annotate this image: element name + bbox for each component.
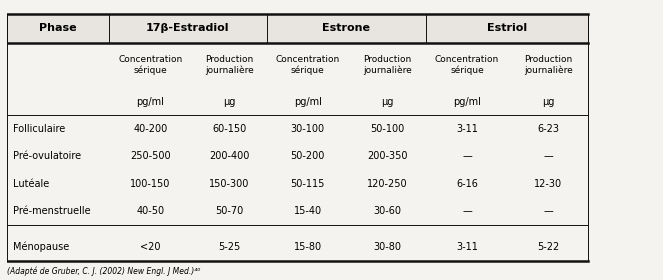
Text: Folliculaire: Folliculaire xyxy=(13,124,66,134)
Text: Estriol: Estriol xyxy=(487,23,527,33)
Text: 30-80: 30-80 xyxy=(373,242,401,252)
Text: pg/ml: pg/ml xyxy=(294,97,322,107)
Text: 15-80: 15-80 xyxy=(294,242,322,252)
Text: 15-40: 15-40 xyxy=(294,206,322,216)
Text: 50-200: 50-200 xyxy=(290,151,325,162)
Text: Pré-ovulatoire: Pré-ovulatoire xyxy=(13,151,82,162)
Text: Pré-menstruelle: Pré-menstruelle xyxy=(13,206,91,216)
Bar xyxy=(7,198,588,225)
Text: 60-150: 60-150 xyxy=(212,124,246,134)
Text: pg/ml: pg/ml xyxy=(453,97,481,107)
Text: 250-500: 250-500 xyxy=(130,151,171,162)
Text: <20: <20 xyxy=(141,242,161,252)
Bar xyxy=(7,170,588,198)
Text: Production
journalière: Production journalière xyxy=(205,55,253,75)
Text: —: — xyxy=(543,151,553,162)
Text: μg: μg xyxy=(542,97,554,107)
Text: 6-16: 6-16 xyxy=(456,179,478,189)
Bar xyxy=(7,233,588,261)
Text: 5-22: 5-22 xyxy=(537,242,560,252)
Text: (Adapté de Gruber, C. J. (2002) New Engl. J Med.)⁴⁰: (Adapté de Gruber, C. J. (2002) New Engl… xyxy=(7,266,200,276)
Text: 5-25: 5-25 xyxy=(218,242,240,252)
Text: Concentration
sérique: Concentration sérique xyxy=(276,55,340,75)
Text: 200-350: 200-350 xyxy=(367,151,408,162)
Text: Phase: Phase xyxy=(39,23,77,33)
Text: 12-30: 12-30 xyxy=(534,179,562,189)
Text: —: — xyxy=(462,206,472,216)
Text: 200-400: 200-400 xyxy=(209,151,249,162)
Text: 50-115: 50-115 xyxy=(290,179,325,189)
Bar xyxy=(7,143,588,170)
Text: —: — xyxy=(462,151,472,162)
Text: 40-50: 40-50 xyxy=(137,206,164,216)
Text: —: — xyxy=(543,206,553,216)
Text: 30-100: 30-100 xyxy=(290,124,325,134)
Text: 50-100: 50-100 xyxy=(370,124,404,134)
Text: 40-200: 40-200 xyxy=(133,124,168,134)
Text: 50-70: 50-70 xyxy=(215,206,243,216)
Text: Production
journalière: Production journalière xyxy=(363,55,412,75)
Text: 120-250: 120-250 xyxy=(367,179,408,189)
Text: 3-11: 3-11 xyxy=(456,124,478,134)
Bar xyxy=(7,88,588,115)
Text: Lutéale: Lutéale xyxy=(13,179,49,189)
Text: μg: μg xyxy=(223,97,235,107)
Bar xyxy=(7,115,588,143)
Bar xyxy=(7,14,588,43)
Text: Ménopause: Ménopause xyxy=(13,242,70,252)
Text: 150-300: 150-300 xyxy=(209,179,249,189)
Text: 17β-Estradiol: 17β-Estradiol xyxy=(146,23,229,33)
Bar xyxy=(7,43,588,88)
Text: Production
journalière: Production journalière xyxy=(524,55,573,75)
Text: 6-23: 6-23 xyxy=(537,124,559,134)
Text: 30-60: 30-60 xyxy=(373,206,401,216)
Text: pg/ml: pg/ml xyxy=(137,97,164,107)
Text: 100-150: 100-150 xyxy=(131,179,171,189)
Text: 3-11: 3-11 xyxy=(456,242,478,252)
Text: Concentration
sérique: Concentration sérique xyxy=(435,55,499,75)
Text: Concentration
sérique: Concentration sérique xyxy=(119,55,183,75)
Text: μg: μg xyxy=(381,97,394,107)
Text: Estrone: Estrone xyxy=(322,23,370,33)
